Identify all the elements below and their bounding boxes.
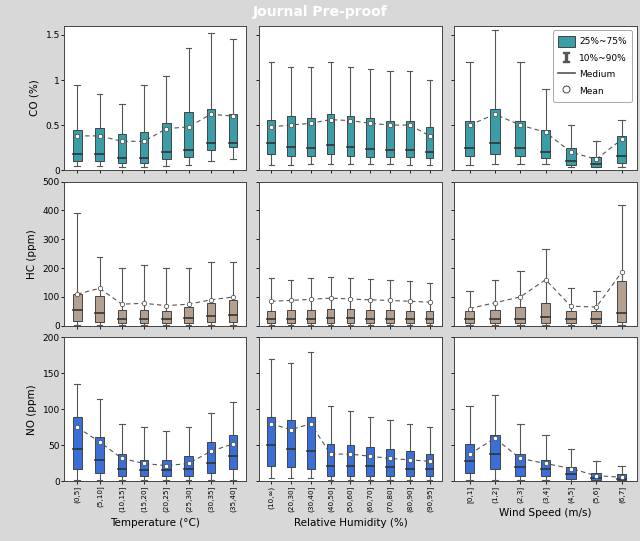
Bar	[406, 311, 413, 324]
Bar	[184, 307, 193, 323]
Bar	[566, 148, 576, 164]
Bar	[566, 467, 576, 479]
Bar	[465, 312, 474, 324]
Bar	[347, 445, 354, 476]
X-axis label: Wind Speed (m/s): Wind Speed (m/s)	[499, 509, 592, 518]
Bar	[387, 121, 394, 156]
Bar	[426, 127, 433, 157]
X-axis label: Temperature (°C): Temperature (°C)	[110, 518, 200, 527]
Bar	[591, 312, 601, 324]
Bar	[347, 309, 354, 324]
Bar	[541, 130, 550, 157]
Bar	[140, 460, 148, 476]
Bar	[387, 310, 394, 324]
Bar	[268, 120, 275, 154]
Bar	[515, 121, 525, 156]
Bar	[591, 473, 601, 480]
Bar	[406, 121, 413, 156]
Bar	[207, 109, 215, 150]
Bar	[367, 447, 374, 476]
Bar	[184, 456, 193, 476]
Bar	[162, 460, 171, 476]
Bar	[490, 434, 500, 469]
Bar	[73, 294, 81, 321]
Bar	[95, 128, 104, 161]
Bar	[287, 116, 294, 156]
Bar	[541, 303, 550, 323]
Legend: 25%~75%, 10%~90%, Medium, Mean: 25%~75%, 10%~90%, Medium, Mean	[553, 30, 632, 102]
Bar	[140, 133, 148, 163]
Bar	[515, 454, 525, 476]
Bar	[287, 420, 294, 467]
Bar	[617, 136, 627, 163]
Bar	[490, 109, 500, 154]
Bar	[287, 310, 294, 324]
Bar	[426, 454, 433, 476]
Bar	[617, 281, 627, 322]
Bar	[591, 156, 601, 167]
Bar	[118, 310, 126, 324]
Bar	[406, 451, 413, 476]
Bar	[327, 114, 334, 154]
Bar	[566, 312, 576, 324]
Bar	[229, 300, 237, 322]
X-axis label: Relative Humidity (%): Relative Humidity (%)	[294, 518, 407, 527]
Bar	[327, 308, 334, 324]
Bar	[73, 130, 81, 161]
Bar	[465, 121, 474, 156]
Bar	[229, 434, 237, 469]
Bar	[268, 311, 275, 324]
Bar	[207, 442, 215, 473]
Bar	[95, 295, 104, 322]
Bar	[162, 312, 171, 324]
Bar	[465, 444, 474, 473]
Bar	[118, 134, 126, 163]
Bar	[617, 474, 627, 480]
Y-axis label: HC (ppm): HC (ppm)	[27, 229, 37, 279]
Bar	[426, 312, 433, 324]
Bar	[367, 310, 374, 324]
Bar	[184, 111, 193, 156]
Bar	[367, 118, 374, 156]
Bar	[307, 310, 314, 324]
Y-axis label: NO (ppm): NO (ppm)	[27, 384, 37, 435]
Bar	[347, 116, 354, 156]
Bar	[327, 444, 334, 476]
Bar	[387, 449, 394, 476]
Bar	[140, 310, 148, 324]
Bar	[73, 417, 81, 469]
Bar	[307, 417, 314, 469]
Text: Journal Pre-proof: Journal Pre-proof	[253, 5, 387, 19]
Bar	[118, 454, 126, 476]
Bar	[95, 437, 104, 473]
Bar	[515, 307, 525, 323]
Y-axis label: CO (%): CO (%)	[30, 80, 40, 116]
Bar	[541, 460, 550, 476]
Bar	[207, 303, 215, 322]
Bar	[307, 118, 314, 156]
Bar	[229, 114, 237, 147]
Bar	[490, 310, 500, 324]
Bar	[268, 417, 275, 466]
Bar	[162, 123, 171, 159]
